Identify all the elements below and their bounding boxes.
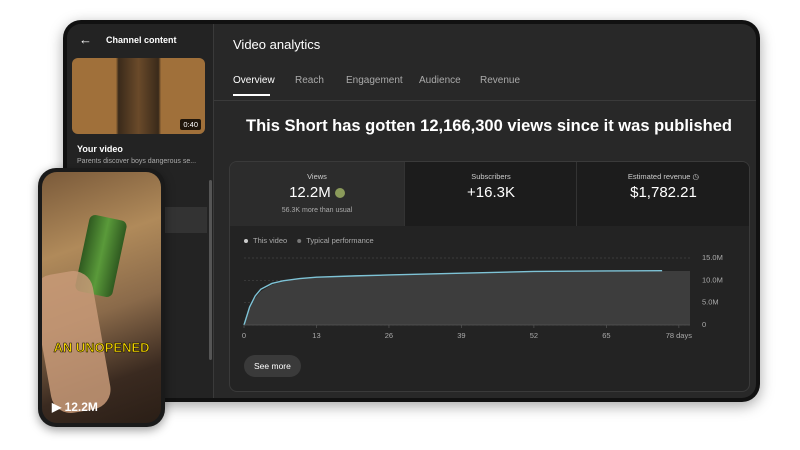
tab-divider [213,100,756,101]
view-count-text: 12.2M [64,400,98,414]
x-tick-label: 13 [312,331,320,340]
metric-card[interactable]: Subscribers +16.3K [404,162,577,226]
back-button[interactable]: ← [79,32,92,47]
sidebar-title: Channel content [106,35,177,45]
tab[interactable]: Revenue [480,75,521,86]
video-description: Parents discover boys dangerous se... [77,158,197,165]
tab-underline [233,94,270,96]
legend-label: This video [253,236,287,245]
legend-marker [297,239,302,243]
tab[interactable]: Overview [233,75,275,86]
video-duration: 0:40 [180,119,201,130]
tab[interactable]: Engagement [346,75,403,86]
area [244,270,690,325]
metric-card[interactable]: Estimated revenue ◷ $1,782.21 [576,162,749,226]
see-more-button[interactable]: See more [244,355,301,377]
y-tick-label: 15.0M [702,253,723,262]
x-tick-label: 0 [242,331,246,340]
caption: AN UNOPENED [53,340,150,356]
metric-value: 12.2M [230,184,404,201]
metric-label-text: Estimated revenue [627,172,691,181]
legend-marker [244,239,248,243]
metric-value: $1,782.21 [630,184,697,201]
phone-frame: AN UNOPENED ▶ 12.2M [38,168,165,427]
short-preview[interactable]: AN UNOPENED ▶ 12.2M [42,172,161,423]
y-tick-label: 10.0M [702,275,723,284]
metric-value-text: 12.2M [289,184,331,201]
x-tick-label: 65 [602,331,610,340]
y-tick-label: 0 [702,320,706,329]
trend-icon [334,188,345,199]
view-count: ▶ 12.2M [52,400,98,414]
metric-label: Estimated revenue ◷ [627,172,700,181]
x-tick-label: 52 [530,331,538,340]
scrollbar [209,180,212,360]
x-tick-label: 78 days [666,331,693,340]
page-title: Video analytics [233,37,321,52]
video-thumbnail[interactable]: 0:40 [72,58,205,134]
metric-card[interactable]: Views 12.2M 56.3K more than usual [230,162,404,226]
metric-note: 56.3K more than usual [281,207,353,214]
metric-label: Subscribers [471,172,511,181]
headline: This Short has gotten 12,166,300 views s… [246,117,732,135]
line [243,269,663,326]
x-tick-label: 26 [385,331,393,340]
tab[interactable]: Reach [295,75,324,86]
metric-label: Views [307,172,327,181]
y-tick-label: 5.0M [702,298,719,307]
tab[interactable]: Audience [419,75,461,86]
legend-label: Typical performance [306,236,374,245]
metric-value: +16.3K [467,184,515,201]
video-label: Your video [77,144,123,154]
x-tick-label: 39 [457,331,465,340]
